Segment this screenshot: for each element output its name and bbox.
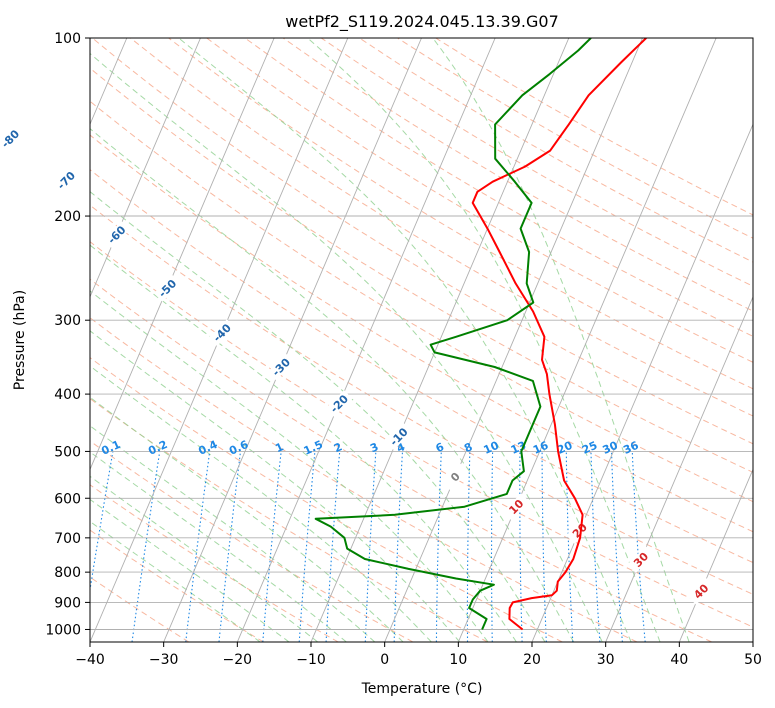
temperature-profile-line xyxy=(471,38,647,631)
dewpoint-profile-line xyxy=(314,38,592,630)
mixing-ratio-line xyxy=(185,451,211,642)
moist-adiabat-line xyxy=(90,128,575,642)
isotherm-label-bg xyxy=(52,166,80,194)
y-tick-label: 400 xyxy=(54,387,81,403)
isotherm-label-bg xyxy=(103,221,131,249)
isotherm-label-bg xyxy=(153,274,181,302)
y-tick-label: 100 xyxy=(54,31,81,47)
isotherm-line xyxy=(163,38,422,642)
y-tick-label: 900 xyxy=(54,595,81,611)
isotherm-label-bg xyxy=(208,319,236,347)
dry-adiabat-line xyxy=(168,38,753,390)
dry-adiabat-line xyxy=(90,529,264,642)
mixing-ratio-line xyxy=(218,451,242,642)
chart-title: wetPf2_S119.2024.045.13.39.G07 xyxy=(285,12,559,32)
isotherm-line xyxy=(310,38,570,642)
x-tick-label: −10 xyxy=(296,652,326,668)
dry-adiabat-line xyxy=(90,204,753,595)
x-tick-label: −40 xyxy=(75,652,105,668)
y-tick-label: 500 xyxy=(54,444,81,460)
moist-adiabat-line xyxy=(90,396,404,642)
dry-adiabat-line xyxy=(244,38,753,337)
moist-adiabat-line xyxy=(90,498,290,642)
dry-adiabat-line xyxy=(130,38,753,417)
mixing-ratio-label: 16 xyxy=(531,439,551,457)
x-tick-label: 0 xyxy=(380,652,389,668)
sounding-series xyxy=(314,38,647,631)
mixing-ratio-line xyxy=(262,451,282,642)
moist-adiabat-line xyxy=(90,520,261,642)
y-tick-label: 300 xyxy=(54,313,81,329)
y-tick-label: 800 xyxy=(54,565,81,581)
x-tick-label: 40 xyxy=(670,652,688,668)
mixing-ratio-label: 25 xyxy=(580,439,599,457)
moist-adiabat-line xyxy=(90,451,347,642)
moist-adiabat-line xyxy=(432,38,690,642)
isotherm-line xyxy=(678,468,753,642)
plot-frame xyxy=(89,37,754,643)
moist-adiabat-line xyxy=(90,475,319,642)
mixing-ratio-label: 20 xyxy=(555,439,575,457)
moist-adiabat-line xyxy=(90,191,546,642)
mixing-ratio-label: 30 xyxy=(601,439,621,457)
moist-adiabat-line xyxy=(178,38,632,642)
isotherm-label-bg xyxy=(566,516,594,544)
y-tick-label: 700 xyxy=(54,531,81,547)
dry-adiabat-line xyxy=(90,278,712,642)
axis-ticks: −40 −30 −20 −10 0 10 20 30 40 50 1000 900 800 700 600 5… xyxy=(45,31,762,668)
dry-adiabat-line xyxy=(90,134,753,533)
isotherm-label-bg xyxy=(687,577,715,605)
moist-adiabat-line xyxy=(90,425,376,642)
moist-adiabat-line xyxy=(90,330,461,642)
dry-adiabat-line xyxy=(282,38,753,312)
x-tick-label: −30 xyxy=(149,652,179,668)
isotherm-line xyxy=(457,38,717,642)
x-tick-label: −20 xyxy=(223,652,253,668)
x-axis-label: Temperature (°C) xyxy=(361,681,483,697)
isotherm-line xyxy=(90,38,275,471)
dry-adiabat-line xyxy=(90,100,753,503)
y-tick-label: 200 xyxy=(54,209,81,225)
isotherm-label-bg xyxy=(325,390,353,418)
x-tick-label: 10 xyxy=(449,652,467,668)
moist-adiabat-line xyxy=(90,52,603,642)
isotherm-line xyxy=(90,38,201,299)
isotherm-label-bg xyxy=(502,493,530,521)
mixing-ratio-label: 10 xyxy=(482,439,502,457)
x-tick-label: 50 xyxy=(744,652,762,668)
dry-adiabat-line xyxy=(91,38,753,445)
moist-adiabat-line xyxy=(307,38,661,642)
isotherm-label-bg xyxy=(627,546,655,574)
isotherm-line xyxy=(236,38,496,642)
y-axis-label: Pressure (hPa) xyxy=(12,290,28,390)
y-tick-label: 600 xyxy=(54,491,81,507)
mixing-ratio-label: 13 xyxy=(509,439,528,457)
skewt-background-lines xyxy=(90,38,753,642)
dry-adiabat-line xyxy=(90,484,339,642)
isotherm-line xyxy=(384,38,643,642)
y-tick-label: 1000 xyxy=(45,622,81,638)
moist-adiabat-line xyxy=(90,290,489,642)
isotherm-line xyxy=(605,295,753,642)
isotherm-label-bg xyxy=(441,463,469,491)
x-tick-label: 20 xyxy=(523,652,541,668)
mixing-ratio-line xyxy=(90,451,114,594)
isotherm-label-bg xyxy=(385,423,413,451)
gridlines xyxy=(90,38,753,642)
x-tick-label: 30 xyxy=(597,652,615,668)
isotherm-label-bg xyxy=(267,353,295,381)
isotherm-label-bg xyxy=(0,125,24,153)
dry-adiabat-line xyxy=(90,357,563,642)
moist-adiabat-line xyxy=(90,244,517,642)
mixing-ratio-label: 36 xyxy=(621,439,641,457)
